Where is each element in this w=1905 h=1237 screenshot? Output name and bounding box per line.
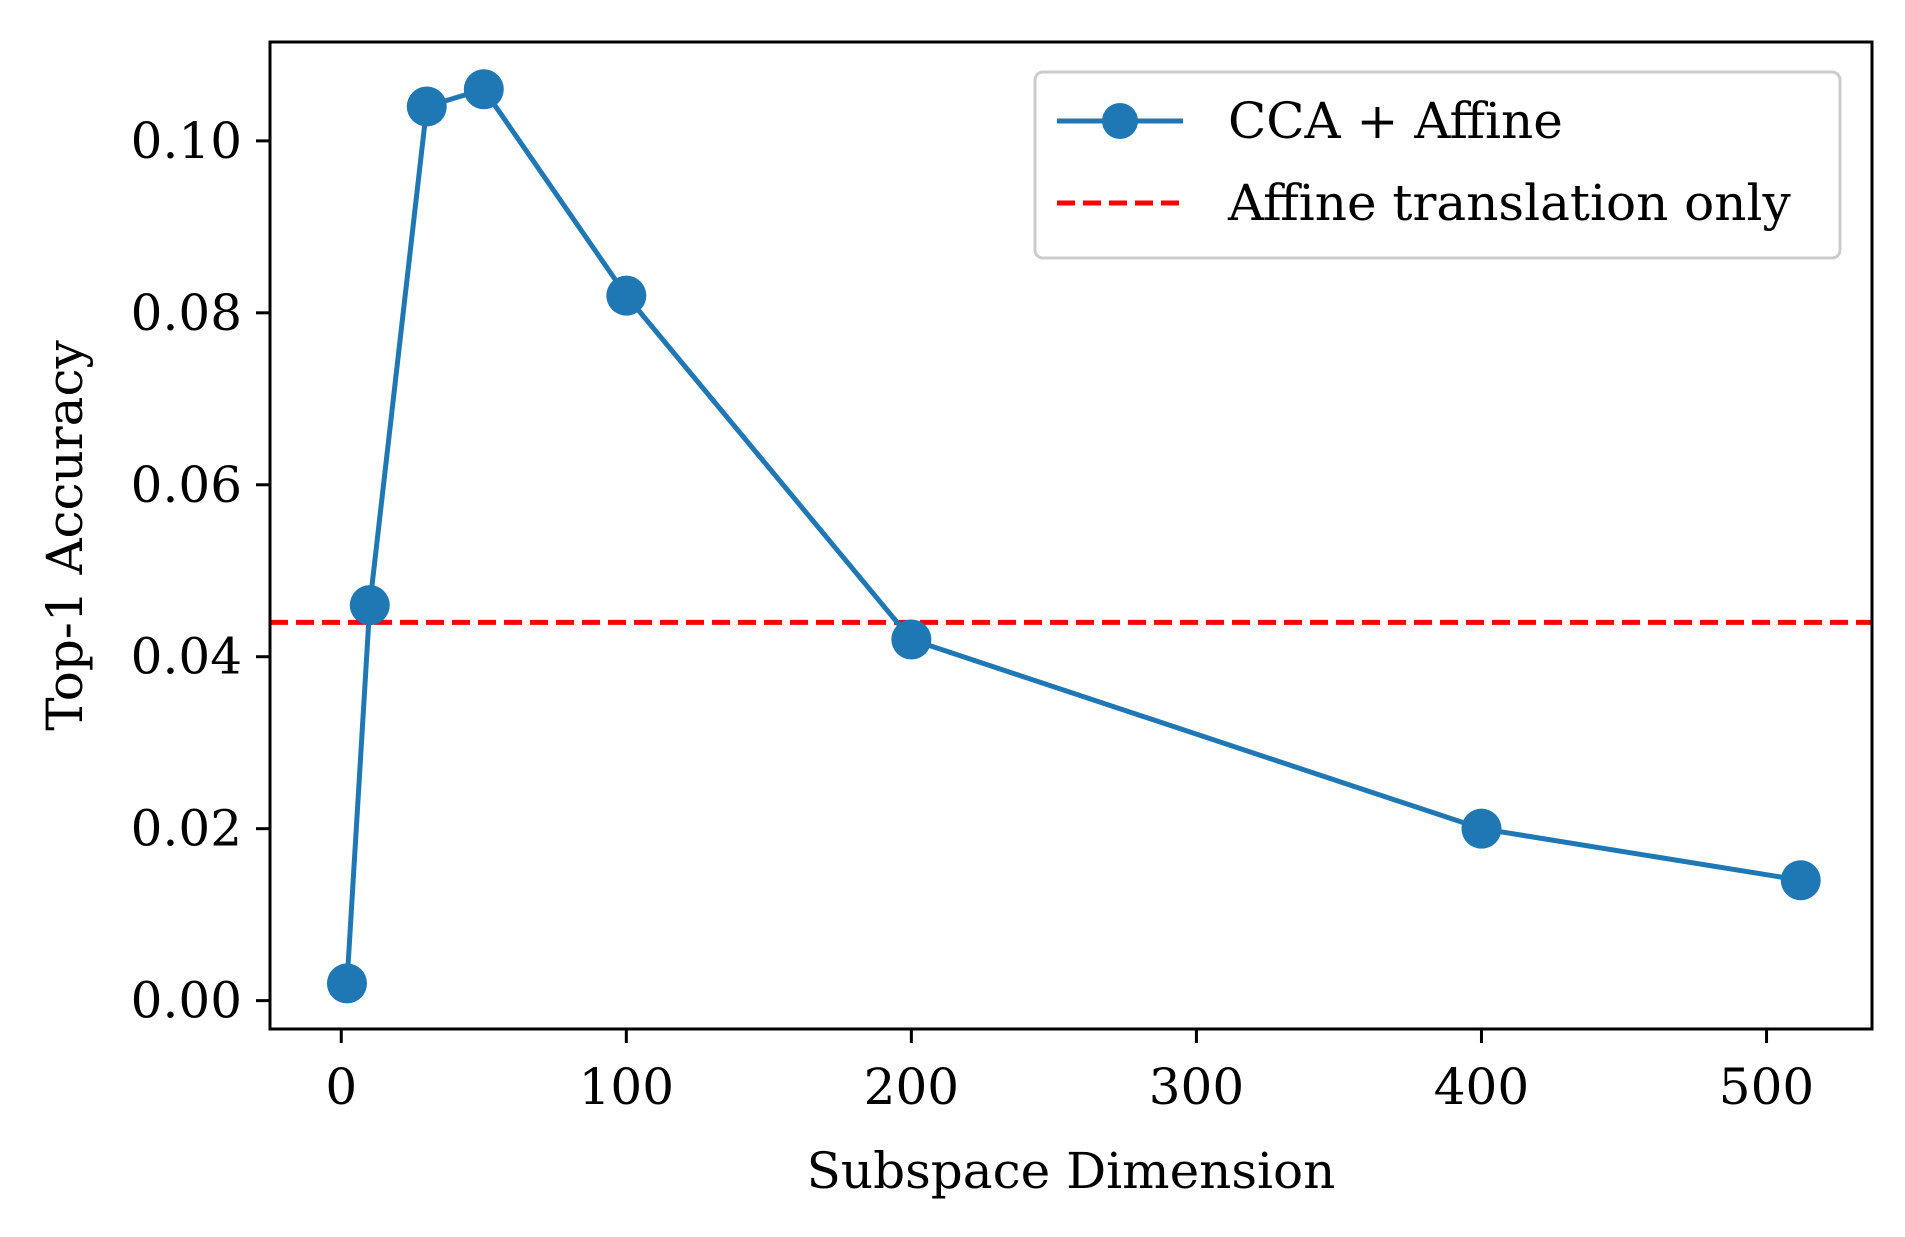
y-tick-label: 0.06 [131, 456, 242, 514]
data-point [326, 963, 367, 1004]
legend-swatch-cca-affine-marker [1102, 103, 1138, 139]
y-axis-title: Top-1 Accuracy [36, 340, 94, 731]
legend: CCA + Affine Affine translation only [1033, 70, 1842, 260]
y-axis-ticks: 0.00 0.02 0.04 0.06 0.08 0.10 [131, 112, 270, 1030]
y-tick-label: 0.08 [131, 284, 242, 342]
y-tick-label: 0.00 [131, 972, 242, 1030]
data-point [891, 619, 932, 660]
series-line-cca-affine [344, 86, 1804, 986]
data-point [463, 69, 504, 110]
data-point [406, 86, 447, 127]
legend-label-affine-translation-only: Affine translation only [1227, 174, 1791, 232]
data-point [1780, 860, 1821, 901]
y-tick-label: 0.04 [131, 628, 242, 686]
x-tick-label: 400 [1434, 1058, 1529, 1116]
x-tick-label: 500 [1719, 1058, 1814, 1116]
legend-label-cca-affine: CCA + Affine [1228, 92, 1563, 150]
x-tick-label: 100 [579, 1058, 674, 1116]
data-point [349, 585, 390, 626]
y-tick-label: 0.10 [131, 112, 242, 170]
x-tick-label: 200 [864, 1058, 959, 1116]
x-tick-label: 300 [1149, 1058, 1244, 1116]
data-point [1461, 808, 1502, 849]
legend-box [1033, 70, 1842, 260]
x-tick-label: 0 [325, 1058, 357, 1116]
data-point [606, 275, 647, 316]
y-tick-label: 0.02 [131, 800, 242, 858]
plot-area [270, 69, 1872, 1004]
axes-frame [268, 40, 1874, 1031]
x-axis-ticks: 0 100 200 300 400 500 [325, 1029, 1814, 1116]
x-axis-title: Subspace Dimension [807, 1142, 1336, 1200]
